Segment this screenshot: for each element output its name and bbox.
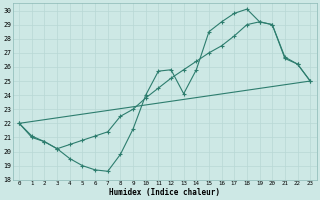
- X-axis label: Humidex (Indice chaleur): Humidex (Indice chaleur): [109, 188, 220, 197]
